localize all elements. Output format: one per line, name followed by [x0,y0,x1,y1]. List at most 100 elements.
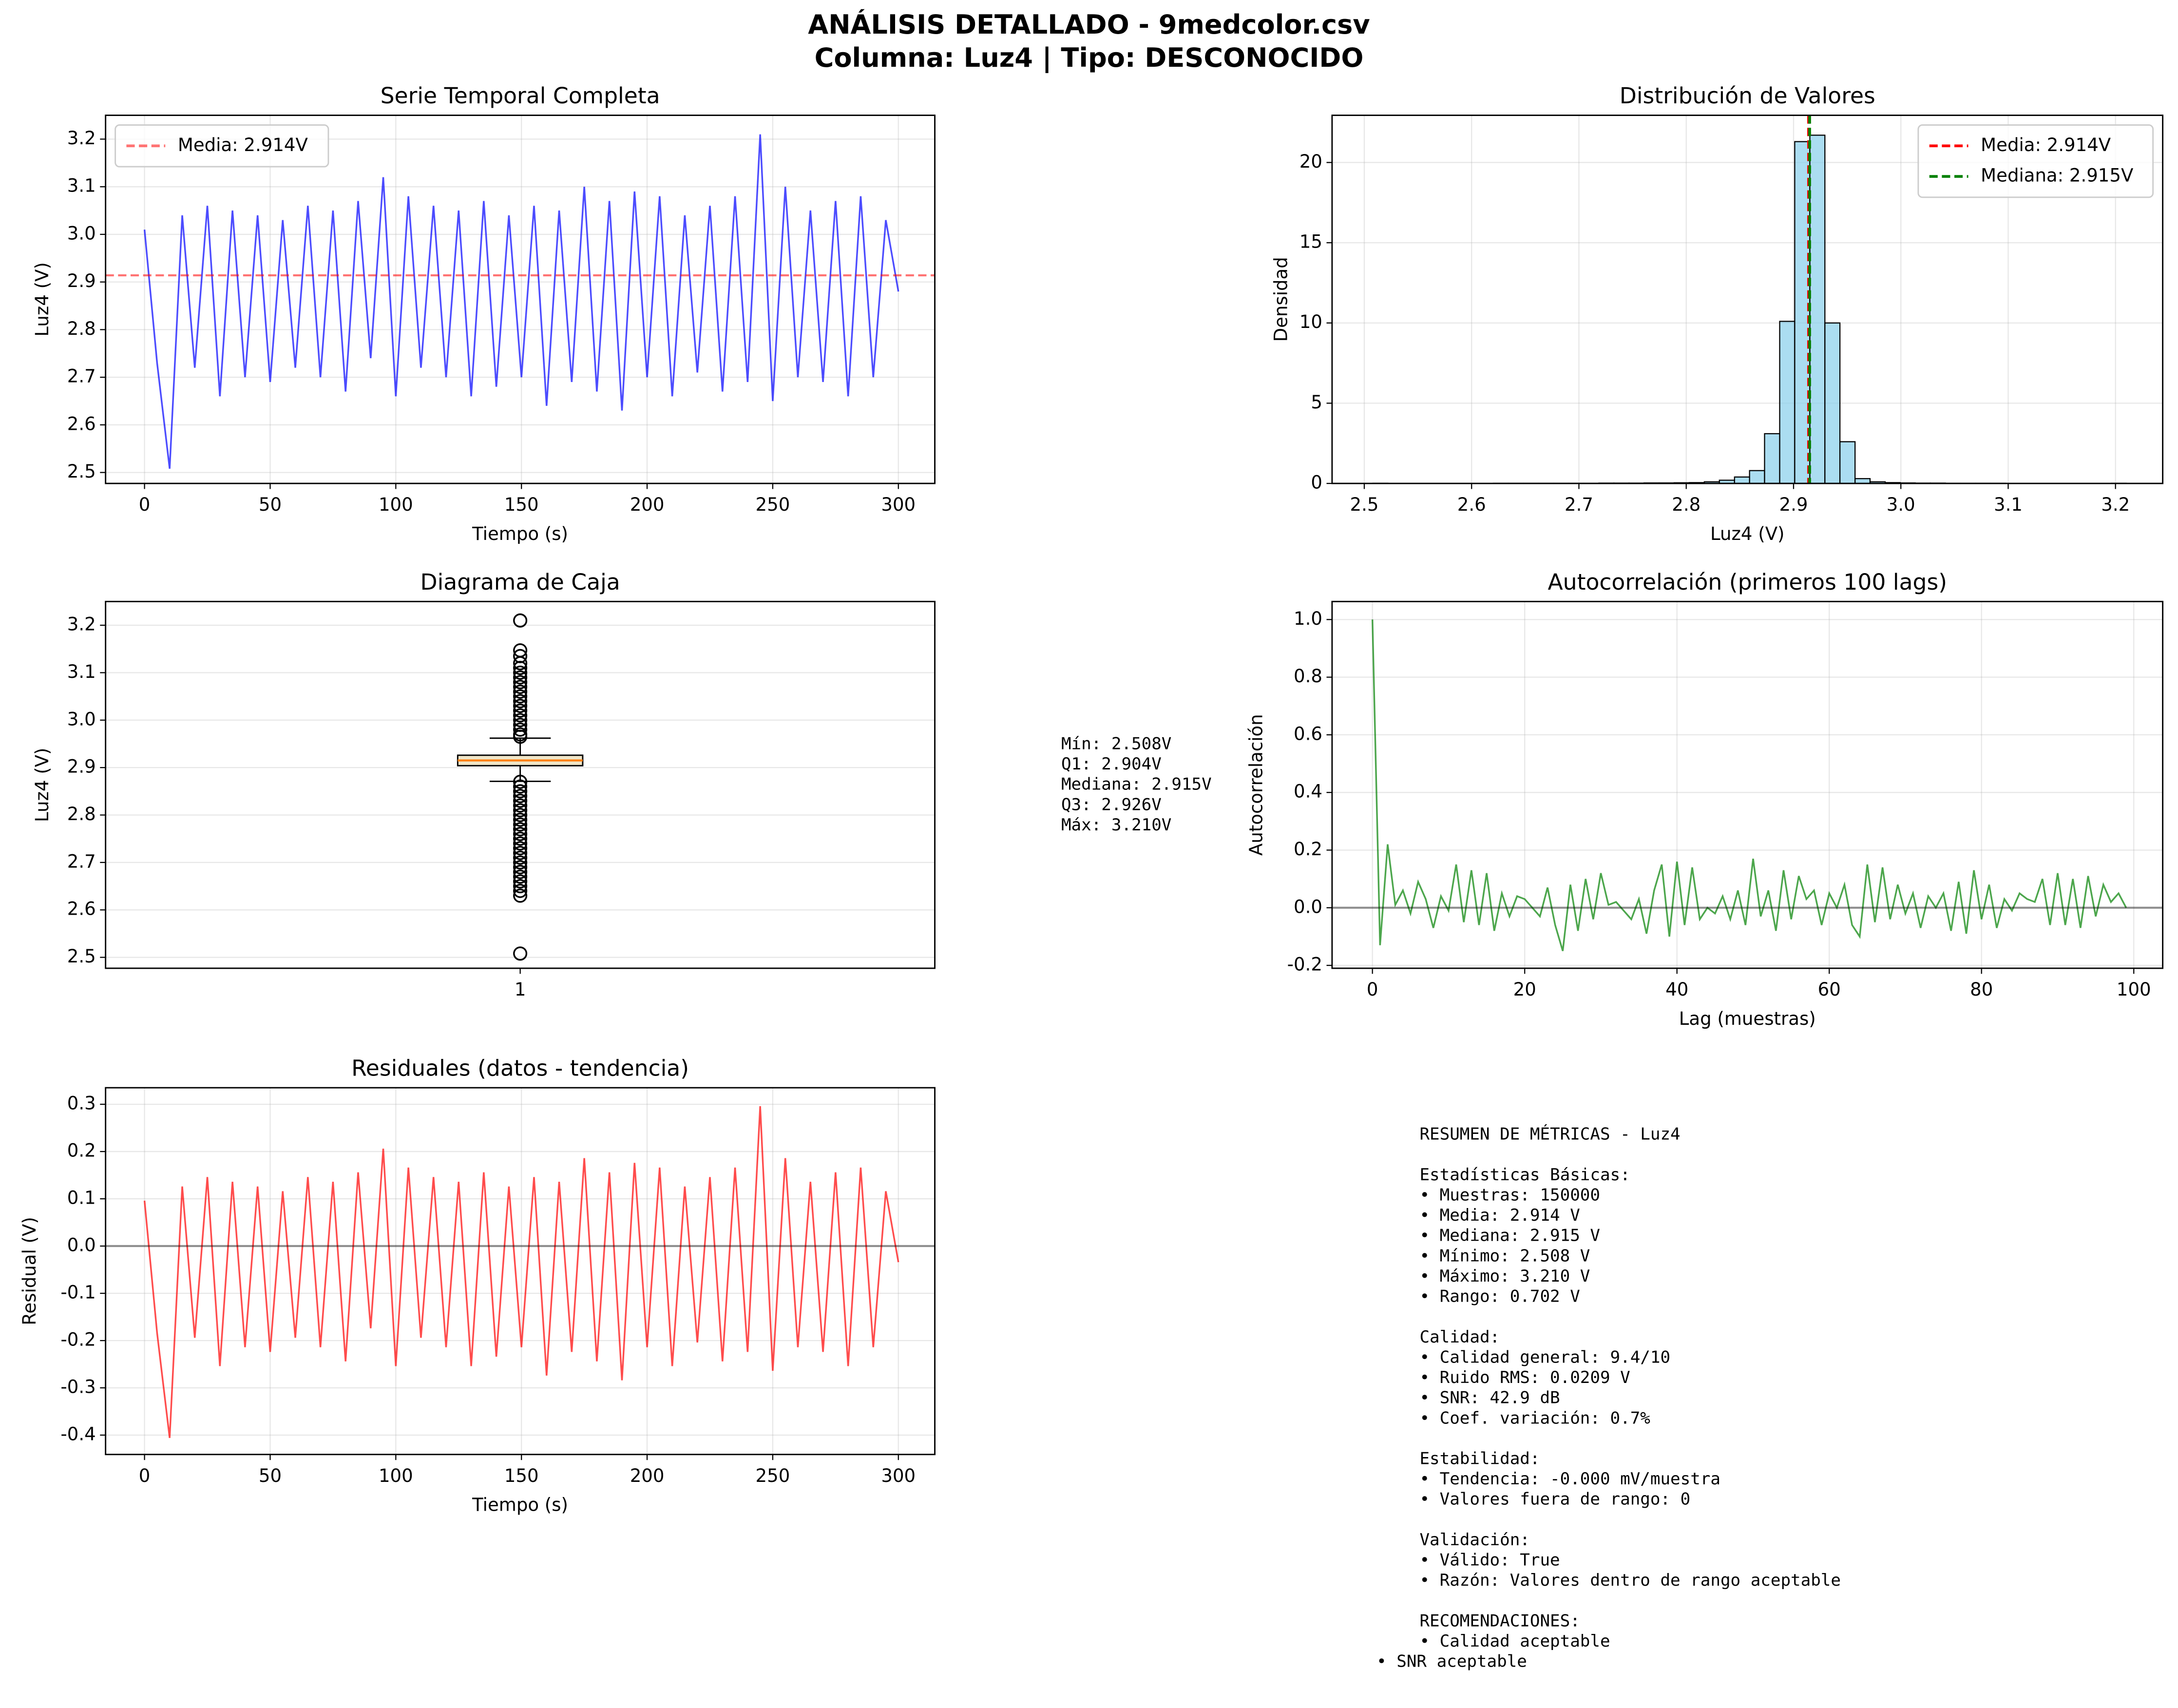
x-tick-label: 2.6 [1457,494,1486,515]
y-axis-label: Residual (V) [19,1217,40,1325]
outlier [513,680,528,694]
outlier [513,888,528,903]
y-tick-label: 3.2 [67,128,96,149]
figure-title: ANÁLISIS DETALLADO - 9medcolor.csv [808,9,1370,40]
box-stats-line: Q3: 2.926V [1061,795,1162,814]
x-tick-label: 60 [1818,979,1841,1000]
outlier [513,864,528,879]
outlier [513,789,528,804]
y-tick-label: -0.3 [60,1376,96,1397]
x-tick-label: 250 [756,494,790,515]
y-tick-label: 2.7 [67,851,96,872]
outlier [513,841,528,856]
x-tick-label: 3.2 [2101,494,2130,515]
outlier [513,613,528,628]
y-tick-label: 5 [1311,392,1322,413]
y-tick-label: 3.1 [67,175,96,196]
metrics-line: • Tendencia: -0.000 mV/muestra [1419,1469,1720,1489]
outlier [513,717,528,732]
x-tick-label: 0 [139,1465,151,1486]
outlier [513,670,528,685]
outlier [513,946,528,961]
x-tick-label: 300 [881,494,916,515]
axes-frame [105,115,936,484]
y-tick-label: 0.8 [1294,666,1322,687]
outlier [513,727,528,742]
x-tick-label: 200 [630,494,665,515]
metrics-line: • Ruido RMS: 0.0209 V [1419,1368,1630,1387]
outlier [513,703,528,718]
y-axis-label: Luz4 (V) [32,748,53,822]
x-tick-label: 3.1 [1994,494,2023,515]
outlier [513,784,528,799]
y-tick-label: 1.0 [1294,608,1322,629]
subplot-title: Residuales (datos - tendencia) [351,1056,689,1081]
y-tick-label: 2.6 [67,899,96,920]
outlier [513,708,528,723]
outlier [513,879,528,894]
metrics-line: • SNR: 42.9 dB [1419,1388,1560,1408]
outlier [513,649,528,663]
x-axis-label: Luz4 (V) [1710,523,1785,544]
outlier [513,722,528,737]
metrics-line: • Valores fuera de rango: 0 [1419,1490,1690,1509]
subplot: Autocorrelación (primeros 100 lags) -0.2 0… [1245,569,2164,1029]
outlier [513,812,528,827]
x-axis-label: Lag (muestras) [1679,1008,1816,1029]
y-tick-label: 3.2 [67,614,96,635]
legend-frame [115,124,329,168]
legend-label: Mediana: 2.915V [1981,165,2134,186]
metrics-line: Calidad: [1419,1327,1500,1347]
metrics-line: • Media: 2.914 V [1419,1206,1580,1225]
x-tick-label: 3.0 [1887,494,1915,515]
metrics-line: • SNR aceptable [1376,1652,1527,1671]
outlier [513,826,528,841]
data-line [1371,619,2127,951]
metrics-line: • Calidad aceptable [1419,1631,1610,1651]
outlier [513,699,528,713]
box-stats-line: Mín: 2.508V [1061,734,1171,754]
legend-label: Media: 2.914V [1981,134,2111,155]
outlier [513,675,528,690]
data-line [143,134,899,469]
metrics-line: Estabilidad: [1419,1449,1540,1469]
y-tick-label: 20 [1299,151,1322,172]
y-tick-label: 0.0 [1294,896,1322,917]
y-tick-label: 0.2 [67,1140,96,1161]
y-tick-label: 2.9 [67,756,96,777]
y-tick-label: 0.1 [67,1188,96,1209]
histogram-bar [1839,441,1856,484]
y-tick-label: 2.7 [67,366,96,387]
x-tick-label: 100 [2117,979,2151,1000]
x-tick-label: 200 [630,1465,665,1486]
axes-frame [1331,600,2164,969]
outlier [513,807,528,823]
metrics-line: • Coef. variación: 0.7% [1419,1408,1650,1428]
metrics-line: • Mediana: 2.915 V [1419,1226,1600,1246]
outlier [513,836,528,851]
subplot: Diagrama de Caja 2.5 2.6 2.7 2.8 2.9 3.0 3.1 3.2… [32,569,936,1000]
x-tick-label: 2.7 [1565,494,1593,515]
outlier [513,845,528,860]
legend-frame [1917,124,2154,198]
legend-label: Media: 2.914V [178,134,308,155]
axes-frame [105,1087,936,1456]
y-tick-label: 0 [1311,472,1322,493]
metrics-line: • Mínimo: 2.508 V [1419,1246,1590,1266]
metrics-line: • Muestras: 150000 [1419,1185,1600,1205]
outlier [513,774,528,789]
x-axis-label: Tiempo (s) [472,1495,568,1516]
outlier [513,850,528,865]
subplot: Distribución de Valores 0 5 10 15 20 2.5 2.6 2.7… [1271,83,2164,544]
metrics-line: RESUMEN DE MÉTRICAS - Luz4 [1419,1124,1680,1144]
outlier [513,793,528,808]
x-tick-label: 300 [881,1465,916,1486]
x-tick-label: 100 [379,494,413,515]
x-tick-label: 40 [1665,979,1688,1000]
x-tick-label: 150 [504,494,539,515]
outlier [513,817,528,832]
y-tick-label: 3.0 [67,223,96,244]
axes-frame [105,600,936,969]
data-line [143,1106,899,1438]
